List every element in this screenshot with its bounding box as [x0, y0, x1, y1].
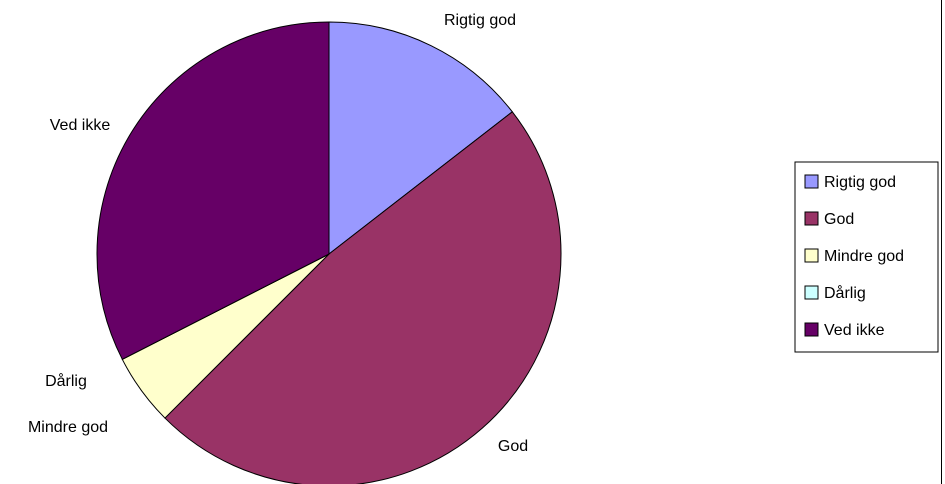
- legend-label-darlig: Dårlig: [824, 284, 866, 302]
- legend-swatch-rigtig-god: [804, 174, 819, 189]
- pie-slice-ved-ikke: [96, 21, 330, 360]
- pie-slices: [96, 21, 562, 484]
- legend-swatch-god: [804, 211, 819, 226]
- legend-label-god: God: [824, 211, 854, 228]
- legend-label-rigtig-god: Rigtig god: [824, 174, 896, 191]
- legend-swatch-mindre-god: [804, 248, 819, 263]
- legend-label-ved-ikke: Ved ikke: [824, 322, 885, 339]
- pie-slice-god: [164, 111, 562, 484]
- pie-slice-rigtig-god: [328, 21, 514, 256]
- legend-label-mindre-god: Mindre god: [824, 248, 904, 265]
- plot-area-border: [941, 0, 942, 484]
- legend: Rigtig god God Mindre god Dårlig Ved ikk…: [794, 161, 939, 353]
- slice-label-mindre-god: Mindre god: [28, 419, 108, 436]
- legend-box: [794, 161, 939, 353]
- slice-label-god: God: [498, 438, 528, 455]
- legend-swatch-ved-ikke: [804, 322, 819, 337]
- slice-label-darlig: Dårlig: [45, 372, 87, 390]
- slice-label-ved-ikke: Ved ikke: [50, 117, 111, 134]
- legend-swatch-darlig: [804, 285, 819, 300]
- slice-label-rigtig-god: Rigtig god: [444, 12, 516, 29]
